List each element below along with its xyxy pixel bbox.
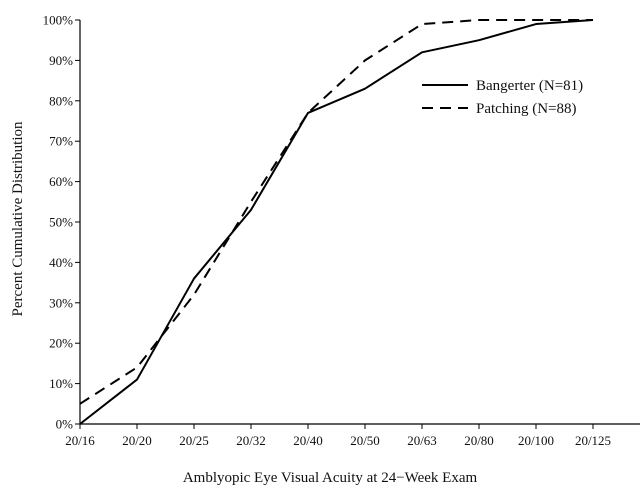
- y-axis-label: Percent Cumulative Distribution: [10, 121, 26, 316]
- legend: Bangerter (N=81) Patching (N=88): [422, 78, 583, 117]
- y-tick-label: 30%: [49, 295, 73, 310]
- x-axis-label: Amblyopic Eye Visual Acuity at 24−Week E…: [183, 470, 478, 486]
- x-axis-ticks: 20/16 20/20 20/25 20/32 20/40 20/50 20/63 20/80…: [65, 424, 611, 448]
- bangerter-series-line: [79, 19, 594, 425]
- y-tick-label: 80%: [49, 93, 73, 108]
- x-tick-label: 20/40: [293, 433, 323, 448]
- patching-series-line: [79, 19, 593, 405]
- x-tick-label: 20/20: [122, 433, 152, 448]
- y-tick-label: 50%: [49, 215, 73, 230]
- x-tick-label: 20/50: [350, 433, 380, 448]
- x-tick-label: 20/80: [464, 433, 494, 448]
- y-axis-ticks: 0% 10% 20% 30% 40% 50% 60% 70% 80% 90% 100%: [43, 13, 80, 432]
- y-tick-label: 70%: [49, 134, 73, 149]
- y-tick-label: 100%: [43, 13, 74, 28]
- x-tick-label: 20/100: [518, 433, 554, 448]
- y-tick-label: 10%: [49, 376, 73, 391]
- y-tick-label: 60%: [49, 174, 73, 189]
- x-tick-label: 20/32: [236, 433, 266, 448]
- legend-label: Patching (N=88): [476, 101, 577, 117]
- y-tick-label: 20%: [49, 336, 73, 351]
- legend-label: Bangerter (N=81): [476, 78, 583, 94]
- x-tick-label: 20/125: [575, 433, 611, 448]
- y-tick-label: 40%: [49, 255, 73, 270]
- series-lines: [79, 19, 594, 425]
- x-tick-label: 20/63: [407, 433, 437, 448]
- x-tick-label: 20/25: [179, 433, 209, 448]
- y-tick-label: 0%: [56, 417, 74, 432]
- x-tick-label: 20/16: [65, 433, 95, 448]
- y-tick-label: 90%: [49, 53, 73, 68]
